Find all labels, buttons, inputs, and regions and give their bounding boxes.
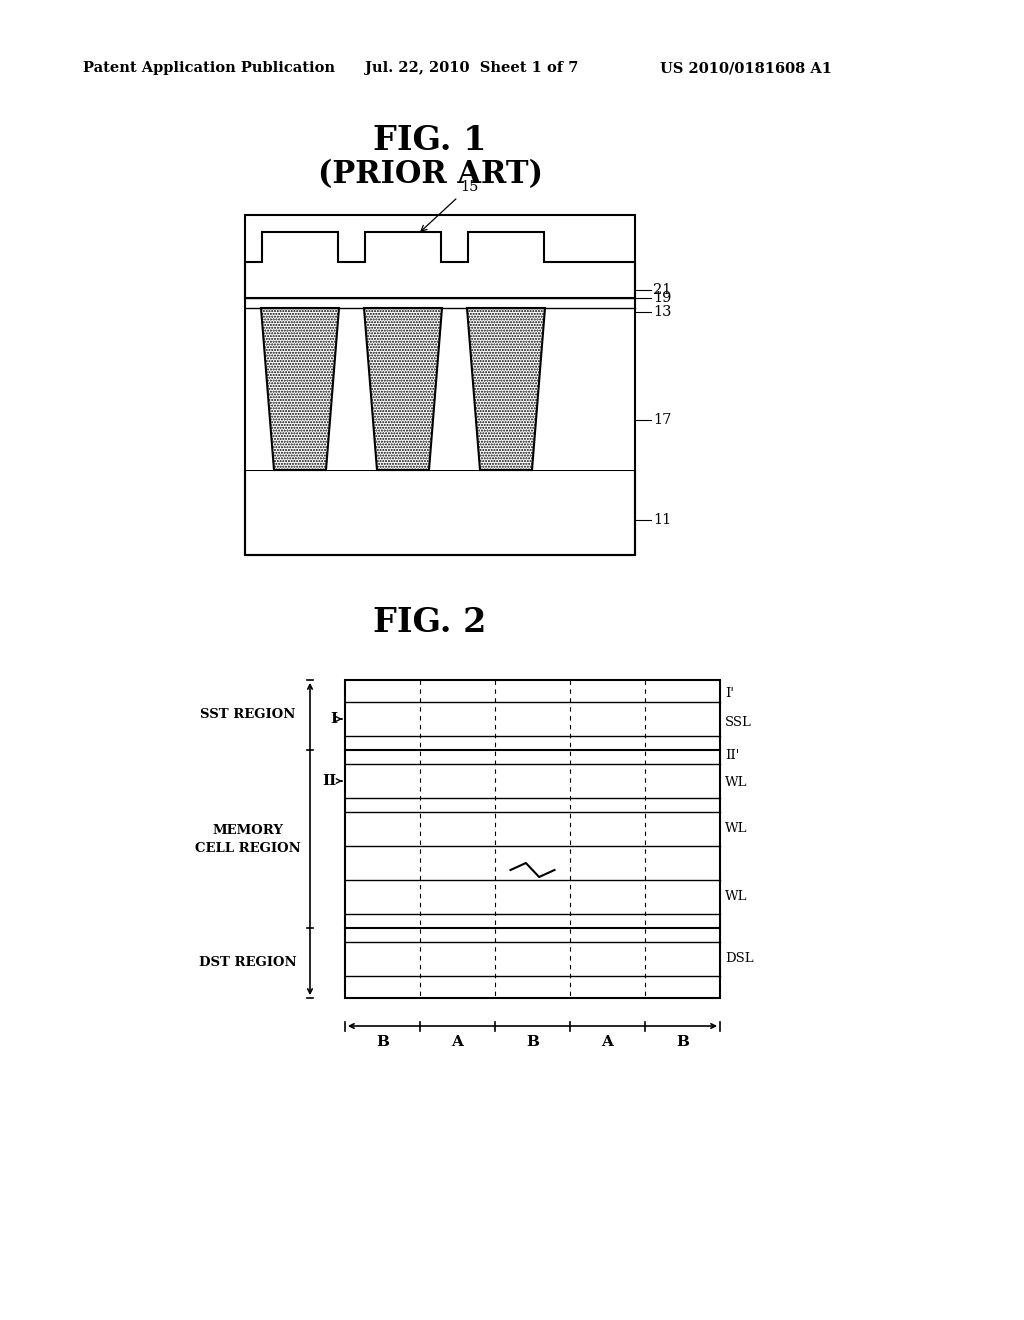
Polygon shape: [261, 308, 339, 470]
Text: 19: 19: [653, 290, 672, 305]
Text: B: B: [526, 1035, 539, 1049]
Text: I: I: [330, 711, 337, 726]
Text: I': I': [725, 686, 734, 700]
Text: WL: WL: [725, 822, 748, 836]
Text: (PRIOR ART): (PRIOR ART): [317, 160, 543, 190]
Text: Patent Application Publication: Patent Application Publication: [83, 61, 335, 75]
Text: FIG. 2: FIG. 2: [374, 606, 486, 639]
Bar: [345, 942, 720, 975]
Text: 15: 15: [460, 180, 478, 194]
Bar: [345, 680, 720, 998]
Bar: [262, 232, 338, 261]
Text: US 2010/0181608 A1: US 2010/0181608 A1: [660, 61, 831, 75]
Bar: [345, 764, 720, 799]
Text: SSL: SSL: [725, 717, 752, 730]
Text: 21: 21: [653, 282, 672, 297]
Text: DST REGION: DST REGION: [200, 957, 297, 969]
Text: II': II': [725, 748, 739, 762]
Bar: [345, 880, 720, 913]
Bar: [245, 261, 635, 298]
Bar: [245, 470, 635, 554]
Text: DSL: DSL: [725, 953, 754, 965]
Text: 11: 11: [653, 513, 672, 527]
Bar: [245, 308, 635, 470]
Text: 17: 17: [653, 413, 672, 426]
Bar: [345, 702, 720, 737]
Text: SST REGION: SST REGION: [201, 709, 296, 722]
Bar: [245, 215, 635, 554]
Bar: [365, 232, 441, 261]
Text: 13: 13: [653, 305, 672, 319]
Text: MEMORY
CELL REGION: MEMORY CELL REGION: [196, 824, 301, 854]
Text: FIG. 1: FIG. 1: [374, 124, 486, 157]
Text: WL: WL: [725, 891, 748, 903]
Bar: [468, 232, 544, 261]
Text: A: A: [452, 1035, 464, 1049]
Text: A: A: [601, 1035, 613, 1049]
Text: II: II: [323, 774, 337, 788]
Polygon shape: [467, 308, 545, 470]
Polygon shape: [364, 308, 442, 470]
Text: WL: WL: [725, 776, 748, 789]
Text: B: B: [676, 1035, 689, 1049]
Text: B: B: [376, 1035, 389, 1049]
Bar: [345, 812, 720, 846]
Text: Jul. 22, 2010  Sheet 1 of 7: Jul. 22, 2010 Sheet 1 of 7: [365, 61, 579, 75]
